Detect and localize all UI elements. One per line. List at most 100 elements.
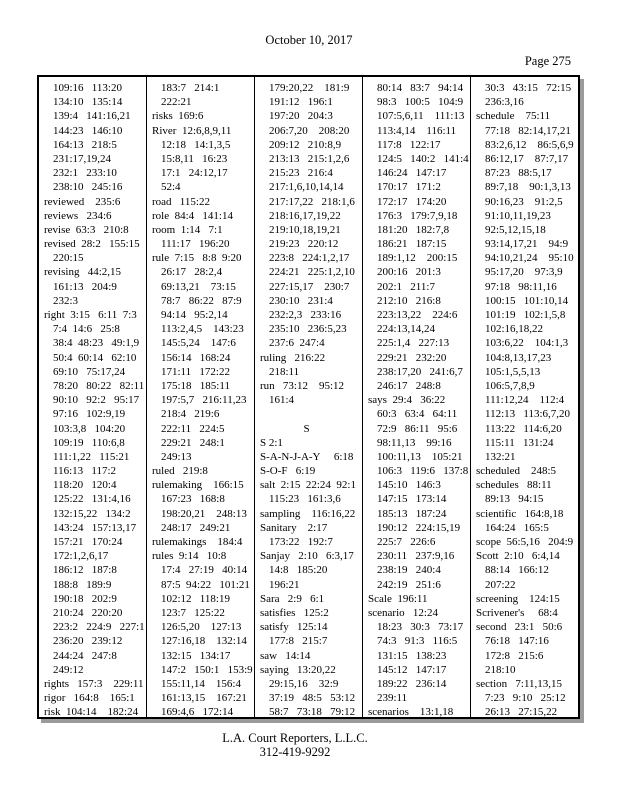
index-line: 217:17,22 218:1,6 xyxy=(269,195,355,208)
index-line: rulemakings 184:4 xyxy=(152,536,243,548)
index-line: 176:3 179:7,9,18 xyxy=(377,209,458,222)
index-line: 223:8 224:1,2,17 xyxy=(269,252,350,265)
index-line: 95:17,20 97:3,9 xyxy=(485,266,563,279)
index-line: 98:3 100:5 104:9 xyxy=(377,96,464,109)
index-line: 93:14,17,21 94:9 xyxy=(485,238,569,251)
index-line: 157:21 170:24 xyxy=(53,536,123,548)
index-line: 143:24 157:13,17 xyxy=(53,521,137,534)
index-line: 147:15 173:14 xyxy=(377,493,447,506)
index-line: 217:1,6,10,14,14 xyxy=(269,181,344,194)
index-line: 52:4 xyxy=(161,181,181,194)
index-line: 167:23 168:8 xyxy=(161,493,225,506)
index-line: 179:20,22 181:9 xyxy=(269,82,350,94)
index-line: 177:8 215:7 xyxy=(269,635,328,648)
index-line: 104:8,13,17,23 xyxy=(485,351,552,364)
index-line: 164:24 165:5 xyxy=(485,521,549,534)
index-line: 173:22 192:7 xyxy=(269,536,333,548)
index-line: salt 2:15 22:24 92:1 xyxy=(260,479,356,492)
index-line: 60:3 63:4 64:11 xyxy=(377,408,458,421)
index-line: role 84:4 141:14 xyxy=(152,209,233,222)
index-line: 190:12 224:15,19 xyxy=(377,521,461,534)
index-line: 170:17 171:2 xyxy=(377,181,441,194)
index-line: 238:17,20 241:6,7 xyxy=(377,365,463,378)
index-line: 132:15,22 134:2 xyxy=(53,507,131,520)
index-line: 76:18 147:16 xyxy=(485,635,549,648)
index-line: reviews 234:6 xyxy=(44,209,112,222)
index-line: 224:21 225:1,2,10 xyxy=(269,266,355,279)
index-line: 105:1,5,5,13 xyxy=(485,365,541,378)
index-line: 175:18 185:11 xyxy=(161,379,230,392)
index-line: satisfy 125:14 xyxy=(260,621,328,634)
index-line: 225:7 226:6 xyxy=(377,536,436,548)
index-line: 146:24 147:17 xyxy=(377,167,447,180)
index-line: 188:8 189:9 xyxy=(53,578,112,591)
index-line: 139:4 141:16,21 xyxy=(53,110,131,123)
index-column-2: 183:7 214:1 222:21 risks 169:6 River 12:6,8… xyxy=(147,77,255,717)
index-line: 7:23 9:10 25:12 xyxy=(485,692,566,705)
index-line: S-A-N-J-A-Y 6:18 xyxy=(260,450,354,463)
index-line: 87:23 88:5,17 xyxy=(485,167,552,180)
index-line: 69:10 75:17,24 xyxy=(53,365,126,378)
index-line: 232:1 233:10 xyxy=(53,167,117,180)
footer-phone-number: 312-419-9292 xyxy=(259,745,331,759)
index-line: scheduled 248:5 xyxy=(476,465,557,478)
index-line: 161:13 204:9 xyxy=(53,280,117,293)
index-line: saw 14:14 xyxy=(260,649,311,662)
index-line: 98:11,13 99:16 xyxy=(377,436,452,449)
index-line: Scott 2:10 6:4,14 xyxy=(476,550,560,563)
index-line: 58:7 73:18 79:12 xyxy=(269,706,356,717)
index-line: 103:3,8 104:20 xyxy=(53,422,126,435)
index-line: 244:24 247:8 xyxy=(53,649,117,662)
index-line: 115:23 161:3,6 xyxy=(269,493,341,506)
index-line: second 23:1 50:6 xyxy=(476,621,563,634)
index-line: run 73:12 95:12 xyxy=(260,379,345,392)
index-line: rigor 164:8 165:1 xyxy=(44,692,135,705)
index-line: 206:7,20 208:20 xyxy=(269,124,350,137)
index-line: rule 7:15 8:8 9:20 xyxy=(152,252,242,265)
index-line: 222:11 224:5 xyxy=(161,422,225,435)
index-line: 224:13,14,24 xyxy=(377,323,436,336)
index-column-3: 179:20,22 181:9 191:12 196:1 197:20 204:3 2… xyxy=(255,77,363,717)
index-line: 92:5,12,15,18 xyxy=(485,223,546,236)
index-line: 172:17 174:20 xyxy=(377,195,447,208)
index-line: schedule 75:11 xyxy=(476,110,551,123)
index-line: rulemaking 166:15 xyxy=(152,479,244,492)
index-line: 100:11,13 105:21 xyxy=(377,450,463,463)
index-line: 161:13,15 167:21 xyxy=(161,692,247,705)
index-line: 172:8 215:6 xyxy=(485,649,544,662)
index-line: Sanitary 2:17 xyxy=(260,521,328,534)
index-line: 210:24 220:20 xyxy=(53,606,123,619)
index-line: 219:10,18,19,21 xyxy=(269,223,341,236)
index-line: 246:17 248:8 xyxy=(377,379,441,392)
index-line: 124:5 140:2 141:4 xyxy=(377,152,469,165)
index-line: 235:10 236:5,23 xyxy=(269,323,347,336)
index-line: 106:3 119:6 137:8 xyxy=(377,465,469,478)
index-line: 127:16,18 132:14 xyxy=(161,635,247,648)
page-number-label: Page 275 xyxy=(524,54,571,68)
index-line: 145:5,24 147:6 xyxy=(161,337,236,350)
index-line: 227:15,17 230:7 xyxy=(269,280,350,293)
index-line: 118:20 120:4 xyxy=(53,479,117,492)
index-line: 87:5 94:22 101:21 xyxy=(161,578,250,591)
index-line: reviewed 235:6 xyxy=(44,195,121,208)
index-line: rights 157:3 229:11 xyxy=(44,677,144,690)
index-line: 213:13 215:1,2,6 xyxy=(269,152,350,165)
footer: L.A. Court Reporters, L.L.C. 312-419-929… xyxy=(0,731,590,759)
index-line: 111:1,22 115:21 xyxy=(53,450,130,463)
index-line: 90:16,23 91:2,5 xyxy=(485,195,563,208)
index-line: 229:21 248:1 xyxy=(161,436,225,449)
index-line: 189:1,12 200:15 xyxy=(377,252,458,265)
index-line: 15:8,11 16:23 xyxy=(161,152,228,165)
index-line: 132:21 xyxy=(485,450,516,463)
index-line: 107:5,6,11 111:13 xyxy=(377,110,465,123)
index-line: 196:21 xyxy=(269,578,300,591)
index-line: 97:18 98:11,16 xyxy=(485,280,557,293)
index-line: 30:3 43:15 72:15 xyxy=(485,82,572,94)
index-line: 249:12 xyxy=(53,663,84,676)
index-line: 111:12,24 112:4 xyxy=(485,394,565,407)
index-line: 161:4 xyxy=(269,394,295,407)
index-line: 164:13 218:5 xyxy=(53,138,117,151)
index-line: 88:14 166:12 xyxy=(485,564,549,577)
footer-company-name: L.A. Court Reporters, L.L.C. xyxy=(222,731,368,745)
index-line: 116:13 117:2 xyxy=(53,465,117,478)
